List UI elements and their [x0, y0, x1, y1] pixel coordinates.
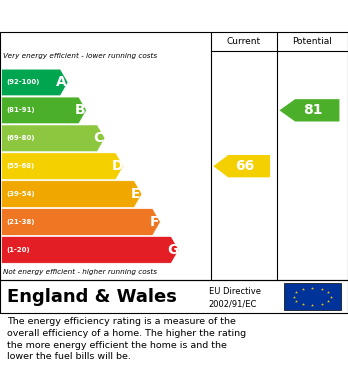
- Text: Not energy efficient - higher running costs: Not energy efficient - higher running co…: [3, 269, 158, 275]
- Text: D: D: [111, 159, 123, 173]
- Polygon shape: [2, 209, 160, 235]
- Text: F: F: [149, 215, 159, 229]
- Text: Very energy efficient - lower running costs: Very energy efficient - lower running co…: [3, 53, 158, 59]
- Bar: [284, 283, 341, 310]
- Polygon shape: [2, 181, 142, 207]
- Polygon shape: [213, 155, 270, 178]
- Text: (55-68): (55-68): [6, 163, 34, 169]
- Text: 66: 66: [236, 159, 255, 173]
- Text: The energy efficiency rating is a measure of the
overall efficiency of a home. T: The energy efficiency rating is a measur…: [7, 317, 246, 361]
- Text: C: C: [94, 131, 104, 145]
- Text: Current: Current: [227, 37, 261, 46]
- Text: B: B: [75, 103, 86, 117]
- Polygon shape: [279, 99, 339, 122]
- Text: (1-20): (1-20): [6, 247, 30, 253]
- Polygon shape: [2, 153, 123, 179]
- Text: (69-80): (69-80): [6, 135, 34, 141]
- Polygon shape: [2, 97, 86, 124]
- Text: England & Wales: England & Wales: [7, 287, 177, 305]
- Text: (92-100): (92-100): [6, 79, 39, 85]
- Text: 2002/91/EC: 2002/91/EC: [209, 299, 257, 308]
- Text: Potential: Potential: [292, 37, 332, 46]
- Text: (39-54): (39-54): [6, 191, 34, 197]
- Text: A: A: [56, 75, 67, 90]
- Text: EU Directive: EU Directive: [209, 287, 261, 296]
- Text: G: G: [167, 243, 178, 257]
- Polygon shape: [2, 125, 105, 151]
- Text: Energy Efficiency Rating: Energy Efficiency Rating: [10, 9, 220, 23]
- Polygon shape: [2, 69, 68, 96]
- Text: (81-91): (81-91): [6, 108, 34, 113]
- Text: E: E: [131, 187, 140, 201]
- Polygon shape: [2, 237, 179, 263]
- Text: (21-38): (21-38): [6, 219, 34, 225]
- Text: 81: 81: [303, 103, 323, 117]
